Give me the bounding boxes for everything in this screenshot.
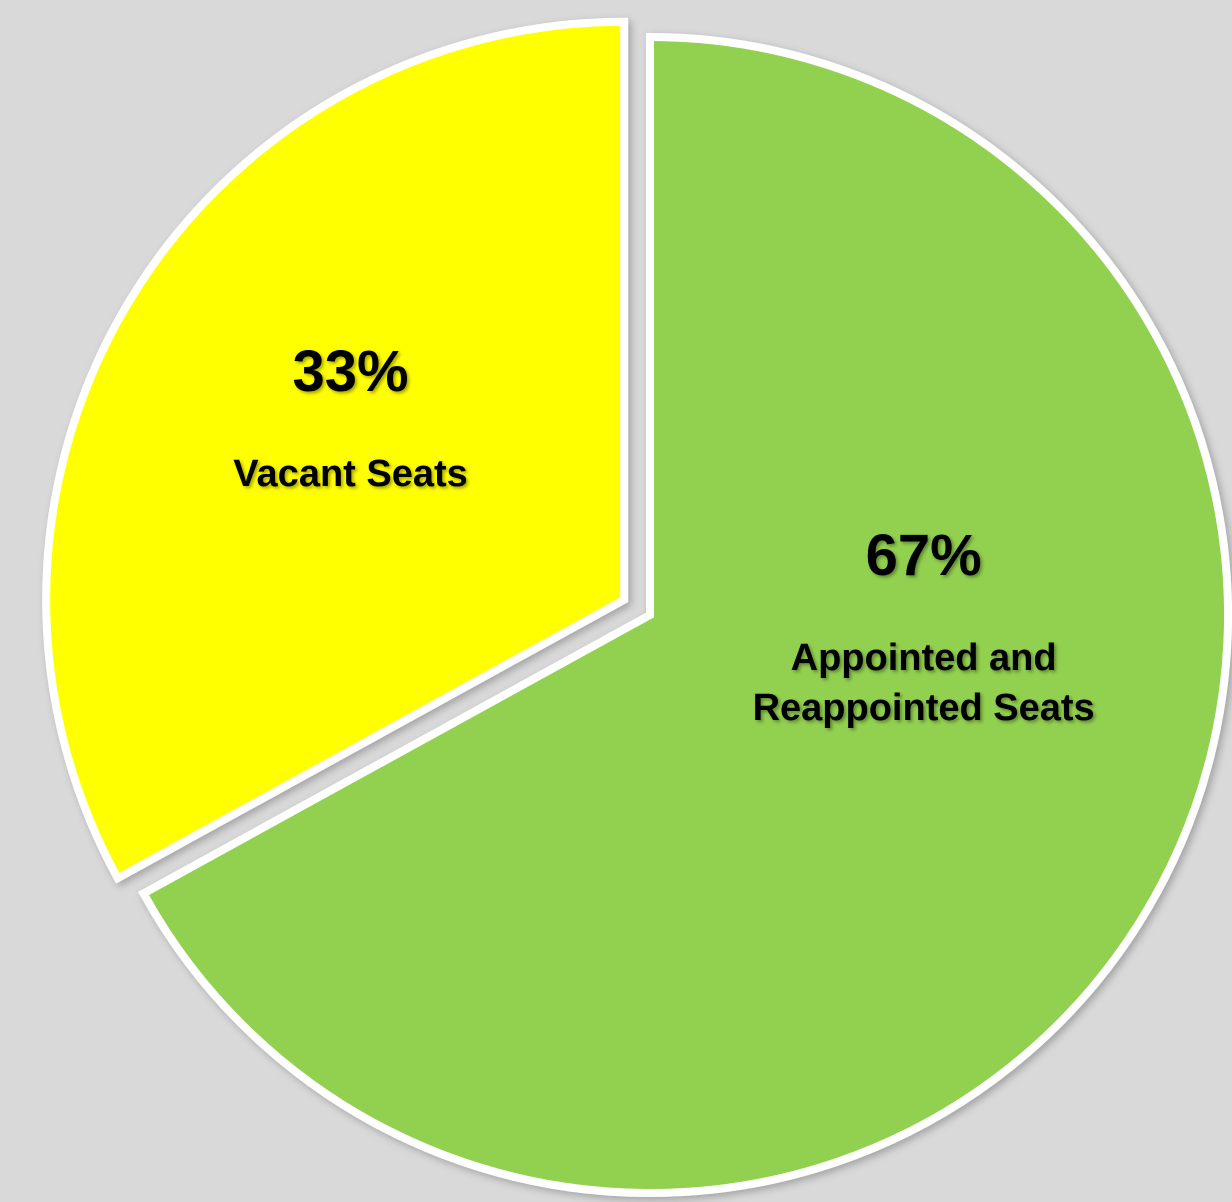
pie-slice bbox=[42, 17, 629, 884]
pie bbox=[42, 17, 1232, 1197]
value-label: 33% bbox=[292, 338, 409, 404]
slice-label: 33% Vacant Seats bbox=[131, 337, 571, 499]
value-label: 67% bbox=[865, 522, 982, 588]
category-label: Vacant Seats bbox=[233, 452, 468, 495]
slice-label: 67% Appointed and Reappointed Seats bbox=[704, 521, 1144, 733]
pie-slice bbox=[138, 32, 1232, 1197]
category-label: Appointed and Reappointed Seats bbox=[752, 636, 1095, 729]
